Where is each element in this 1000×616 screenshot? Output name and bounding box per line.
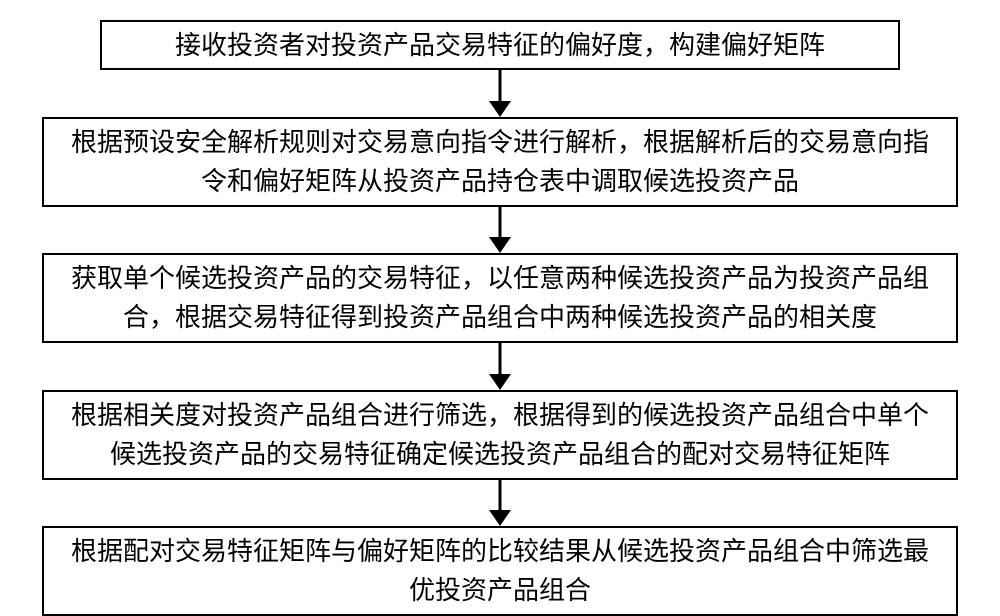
flow-node-4: 根据相关度对投资产品组合进行筛选，根据得到的候选投资产品组合中单个候选投资产品的… <box>42 390 958 480</box>
flow-node-5: 根据配对交易特征矩阵与偏好矩阵的比较结果从候选投资产品组合中筛选最优投资产品组合 <box>42 526 958 616</box>
flow-arrow-4 <box>489 480 511 526</box>
flow-node-2-text: 根据预设安全解析规则对交易意向指令进行解析，根据解析后的交易意向指令和偏好矩阵从… <box>64 123 936 201</box>
arrow-shaft <box>499 480 502 510</box>
flow-node-4-text: 根据相关度对投资产品组合进行筛选，根据得到的候选投资产品组合中单个候选投资产品的… <box>64 396 936 474</box>
flow-arrow-1 <box>489 70 511 117</box>
flow-node-3-text: 获取单个候选投资产品的交易特征，以任意两种候选投资产品为投资产品组合，根据交易特… <box>64 259 936 337</box>
flow-node-5-text: 根据配对交易特征矩阵与偏好矩阵的比较结果从候选投资产品组合中筛选最优投资产品组合 <box>64 532 936 610</box>
arrow-shaft <box>499 343 502 374</box>
arrow-shaft <box>499 207 502 237</box>
flow-arrow-3 <box>489 343 511 390</box>
arrow-head-icon <box>489 101 511 117</box>
flowchart-canvas: 接收投资者对投资产品交易特征的偏好度，构建偏好矩阵 根据预设安全解析规则对交易意… <box>0 0 1000 596</box>
flow-node-3: 获取单个候选投资产品的交易特征，以任意两种候选投资产品为投资产品组合，根据交易特… <box>42 253 958 343</box>
flow-node-1-text: 接收投资者对投资产品交易特征的偏好度，构建偏好矩阵 <box>122 26 878 65</box>
arrow-head-icon <box>489 510 511 526</box>
arrow-head-icon <box>489 374 511 390</box>
flow-node-2: 根据预设安全解析规则对交易意向指令进行解析，根据解析后的交易意向指令和偏好矩阵从… <box>42 117 958 207</box>
arrow-shaft <box>499 70 502 101</box>
flow-node-1: 接收投资者对投资产品交易特征的偏好度，构建偏好矩阵 <box>100 20 900 70</box>
arrow-head-icon <box>489 237 511 253</box>
flow-arrow-2 <box>489 207 511 253</box>
